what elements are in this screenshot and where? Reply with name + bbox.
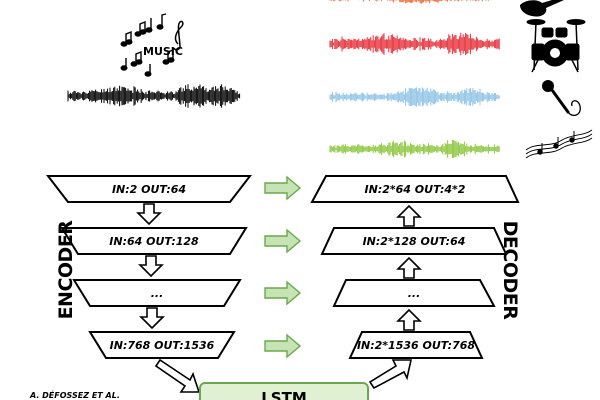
decoder-label: DECODER — [499, 221, 521, 321]
arrow-into-lstm-icon — [154, 358, 201, 393]
arrow-out-of-lstm-icon — [368, 359, 412, 390]
decoder-layer-3-label: ... — [408, 287, 421, 300]
credit-text: A. DÉFOSSEZ ET AL. — [29, 389, 120, 400]
bass-guitar-icon — [520, 0, 564, 17]
encoder — [45, 175, 253, 359]
skip-arrow-icon — [264, 175, 302, 201]
down-arrow-icon — [136, 203, 162, 226]
up-arrow-icon — [396, 204, 422, 227]
other-waveform — [329, 140, 500, 158]
down-arrow-icon — [138, 255, 164, 278]
drums-icon — [526, 19, 586, 73]
decoder-layer-2-label: IN:2*128 OUT:64 — [363, 235, 466, 248]
encoder-label: ENCODER — [55, 220, 77, 320]
bass-waveform — [329, 0, 489, 4]
encoder-layer-2 — [60, 227, 248, 255]
decoder-up-arrows — [396, 204, 422, 331]
down-arrow-icon — [139, 307, 165, 330]
mix-waveform — [67, 84, 241, 108]
lstm-label: LSTM — [261, 389, 307, 400]
skip-connections — [264, 175, 302, 359]
skip-arrow-icon — [264, 280, 302, 306]
music-label: MUSIC — [143, 45, 183, 58]
encoder-down-arrows — [136, 203, 165, 330]
encoder-layer-1-label: IN:2 OUT:64 — [112, 183, 186, 196]
decoder-layer-2 — [320, 227, 508, 255]
skip-arrow-icon — [264, 228, 302, 254]
encoder-layer-4-label: IN:768 OUT:1536 — [110, 339, 215, 352]
up-arrow-icon — [396, 308, 422, 331]
up-arrow-icon — [396, 256, 422, 279]
decoder-layer-3 — [332, 279, 496, 307]
decoder-layer-1 — [310, 175, 520, 203]
music-notes-icon — [525, 129, 593, 159]
encoder-layer-3 — [72, 279, 242, 307]
encoder-layer-3-label: ... — [151, 287, 164, 300]
decoder-layer-4-label: IN:2*1536 OUT:768 — [357, 339, 475, 352]
skip-arrow-icon — [264, 333, 302, 359]
encoder-layer-2-label: IN:64 OUT:128 — [109, 235, 199, 248]
decoder — [310, 175, 520, 359]
microphone-icon — [542, 80, 581, 117]
music-notes-icon — [120, 13, 184, 77]
lstm-box — [199, 382, 369, 400]
vocals-waveform — [329, 87, 500, 107]
decoder-layer-4 — [348, 331, 484, 359]
decoder-layer-1-label: IN:2*64 OUT:4*2 — [365, 183, 466, 196]
drums-waveform — [329, 32, 500, 56]
encoder-layer-4 — [88, 331, 236, 359]
bottleneck-arrows — [154, 358, 412, 393]
encoder-layer-1 — [45, 175, 253, 203]
